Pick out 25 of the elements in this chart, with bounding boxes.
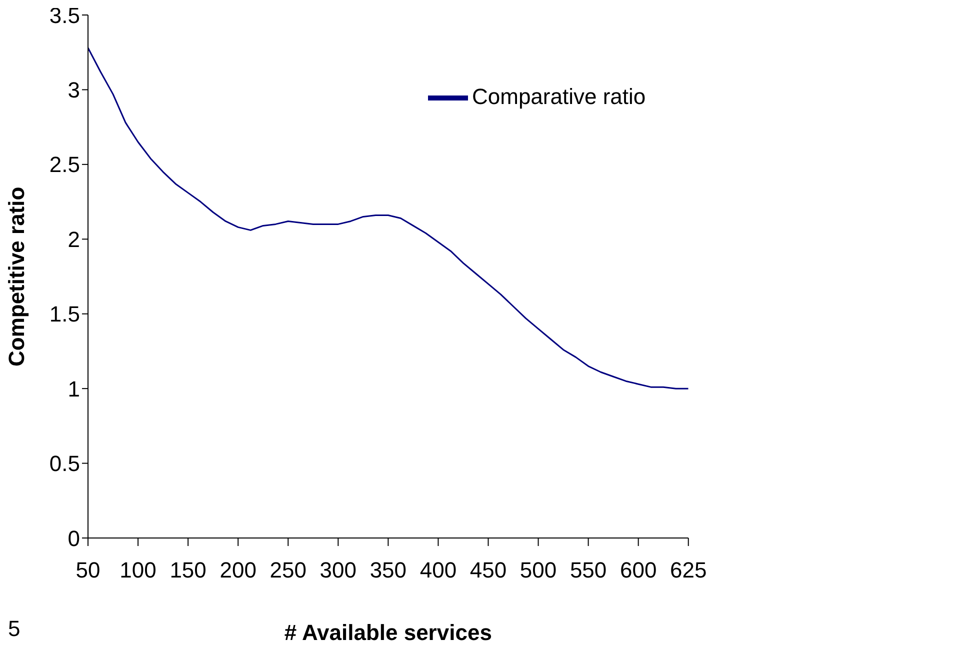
y-tick-label: 1.5 [49, 302, 80, 327]
text: 5 [8, 616, 20, 642]
x-tick-label: 400 [420, 558, 457, 583]
x-tick-label: 200 [220, 558, 256, 583]
x-tick-label: 450 [470, 558, 507, 583]
x-tick-label: 250 [270, 558, 306, 583]
y-tick-label: 0 [68, 526, 80, 551]
x-tick-label: 50 [76, 558, 100, 583]
x-tick-label: 625 [670, 558, 707, 583]
x-tick-label: 600 [620, 558, 657, 583]
y-tick-label: 1 [68, 376, 80, 402]
y-tick-label: 0.5 [49, 451, 80, 476]
x-tick-label: 300 [320, 558, 357, 583]
x-tick-label: 350 [370, 558, 407, 583]
x-tick-label: 500 [520, 558, 557, 583]
line-series [88, 47, 688, 390]
legend-label: Comparative ratio [472, 84, 646, 109]
y-tick-label: 2 [68, 226, 80, 252]
y-tick-label: 2.5 [49, 152, 80, 178]
x-tick-label: 150 [170, 558, 206, 583]
y-tick-label: 3 [68, 78, 80, 103]
x-tick-label: 550 [570, 558, 607, 583]
y-axis-title: Competitive ratio [4, 186, 29, 366]
x-axis-title: # Available services [284, 620, 492, 645]
x-tick-label: 100 [120, 558, 156, 583]
